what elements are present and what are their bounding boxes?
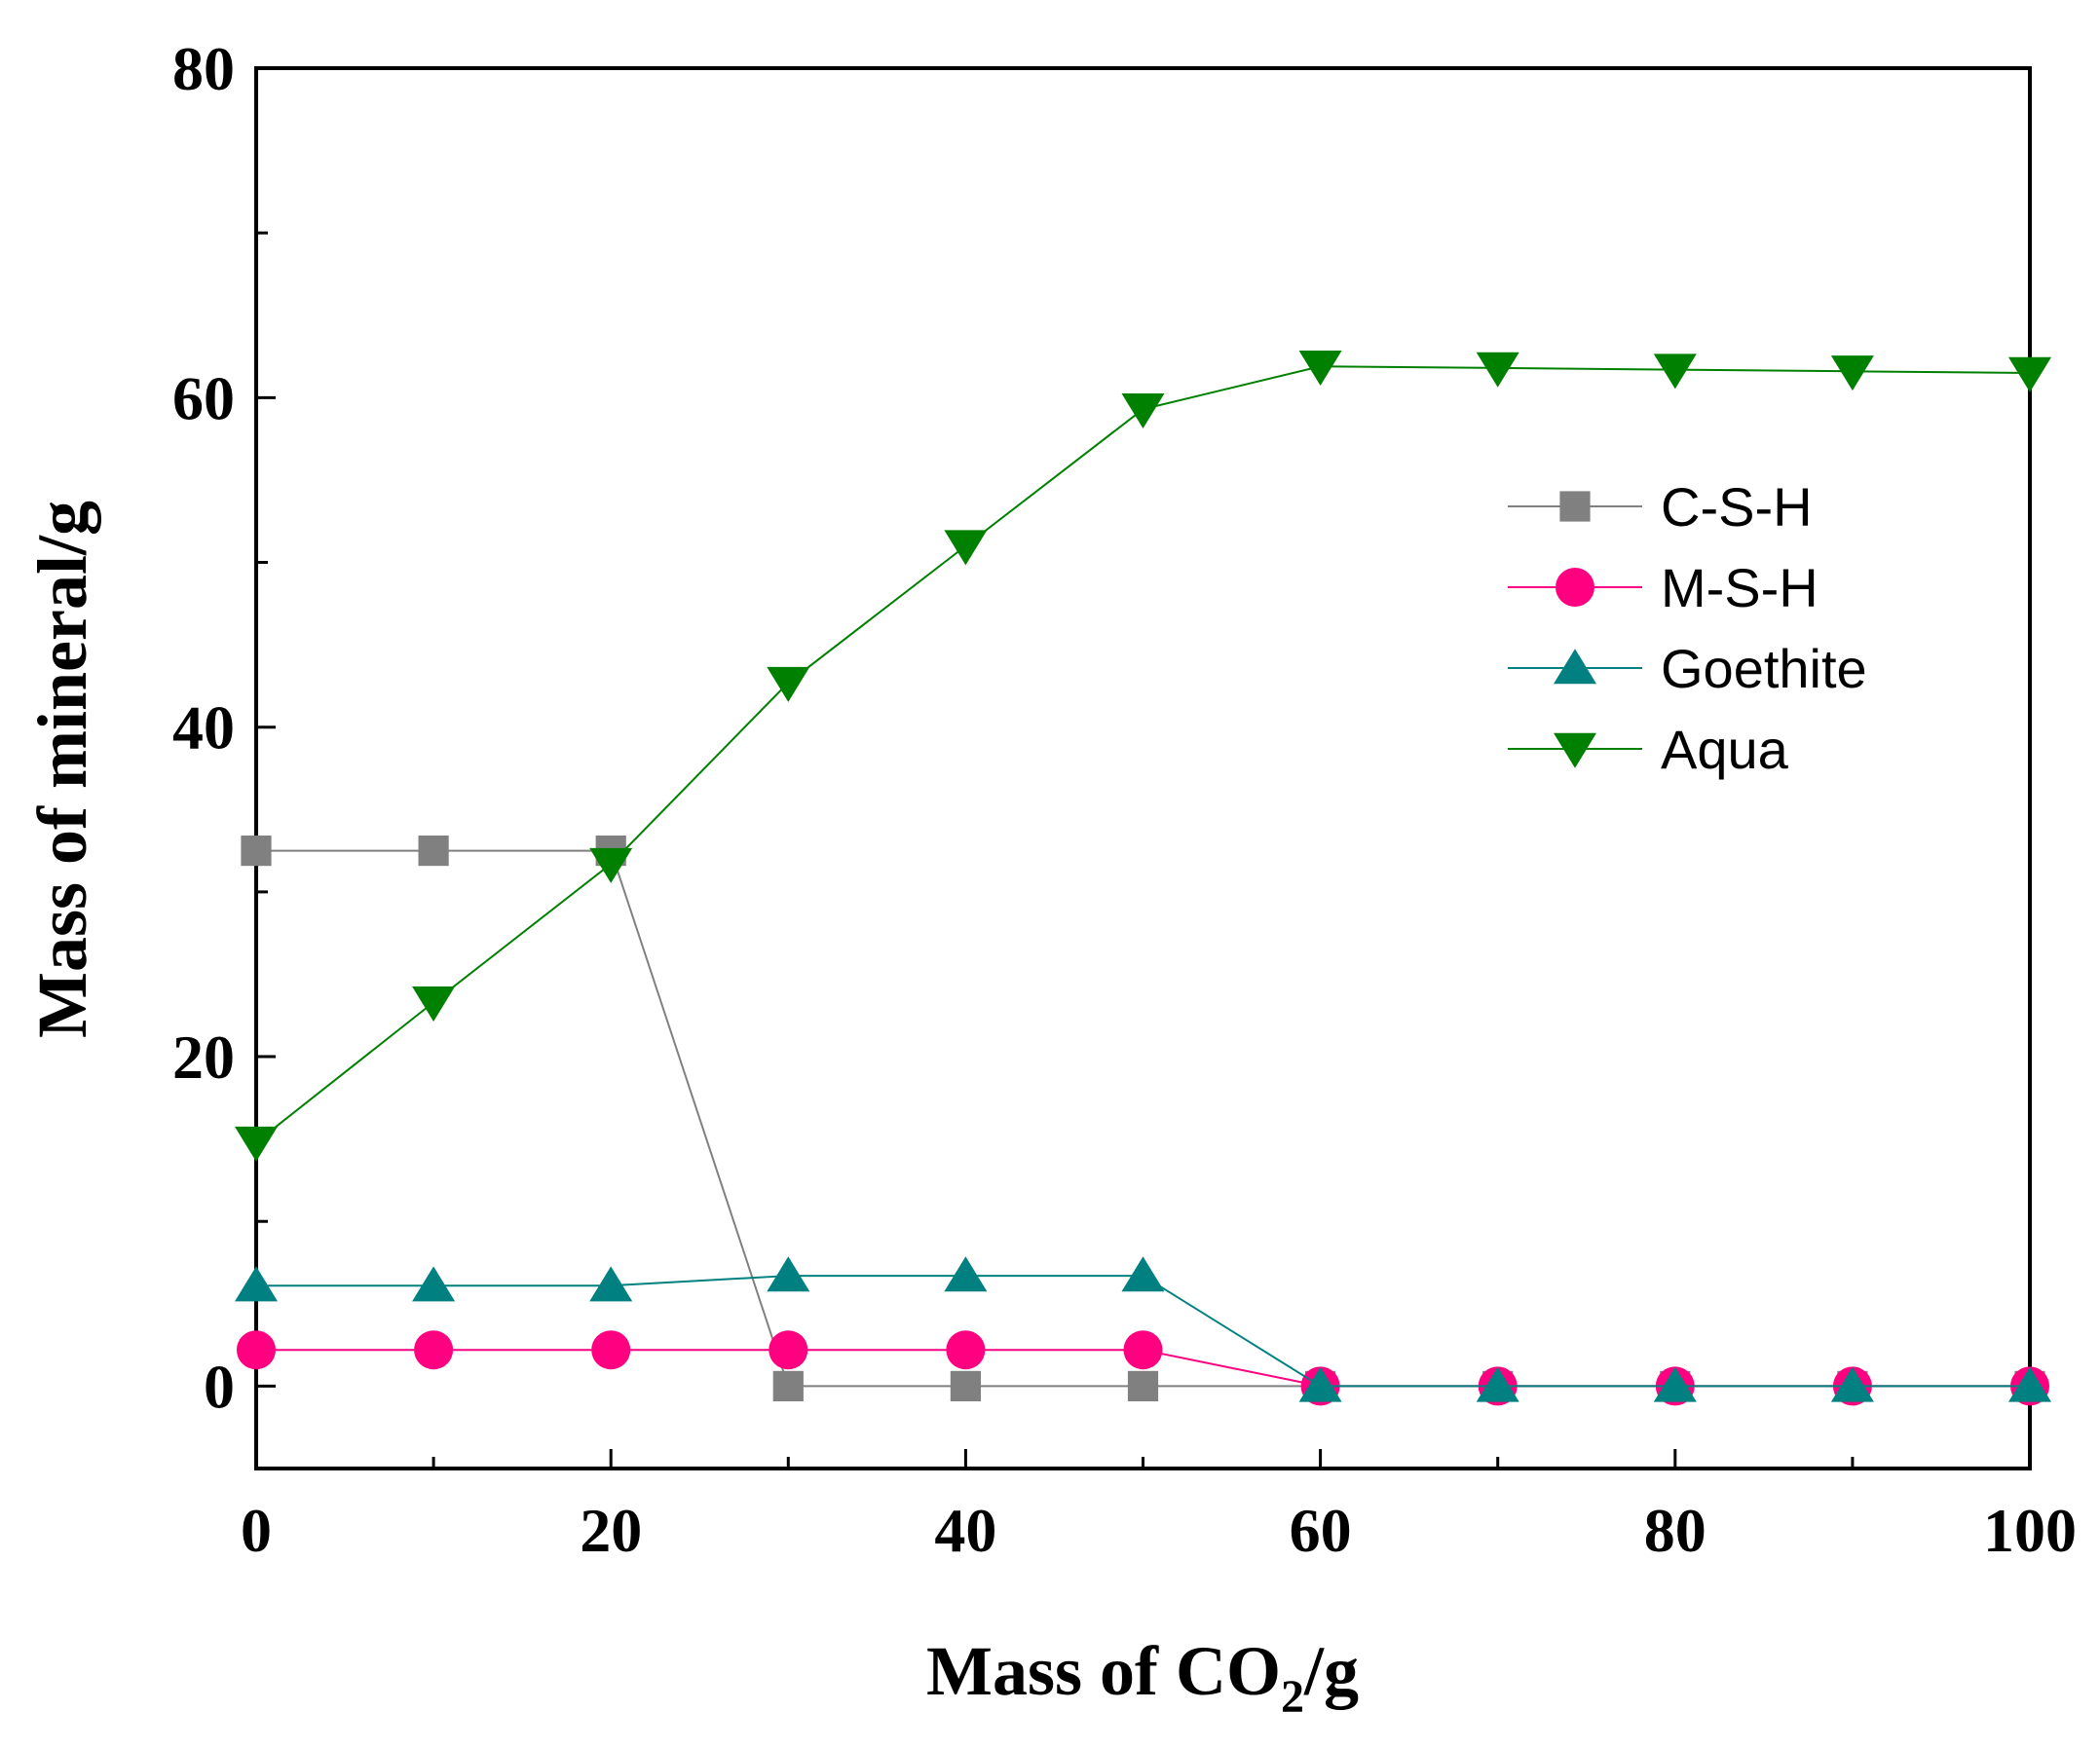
- y-tick-label: 40: [172, 693, 235, 762]
- y-tick-label: 60: [172, 363, 235, 432]
- series-line: [256, 849, 2030, 1388]
- data-point: [2008, 1366, 2051, 1402]
- data-point: [1121, 1256, 1165, 1292]
- x-tick-label: 80: [1644, 1496, 1706, 1565]
- legend-label: Aqua: [1661, 719, 1789, 780]
- data-point: [767, 666, 810, 702]
- data-point: [241, 835, 272, 867]
- legend-label: Goethite: [1661, 638, 1867, 699]
- data-point: [418, 835, 449, 867]
- x-tick-label: 20: [580, 1496, 642, 1565]
- legend: C-S-H M-S-H Goethite Aqua: [1508, 476, 1867, 780]
- data-point: [950, 1370, 981, 1402]
- data-point: [1121, 392, 1165, 428]
- x-tick-label: 40: [934, 1496, 996, 1565]
- y-tick-label: 80: [172, 34, 235, 103]
- y-tick-label: 0: [204, 1352, 235, 1421]
- data-point: [1830, 1366, 1874, 1402]
- y-tick-label: 20: [172, 1023, 235, 1092]
- data-point: [1653, 1366, 1697, 1402]
- data-point: [767, 1256, 810, 1292]
- legend-item: M-S-H: [1508, 557, 1819, 618]
- data-point: [1653, 353, 1697, 390]
- x-tick-label: 0: [241, 1496, 272, 1565]
- legend-item: Goethite: [1508, 638, 1867, 699]
- legend-marker: [1554, 732, 1596, 768]
- legend-label: C-S-H: [1661, 476, 1813, 538]
- series-aqua: [235, 351, 2051, 1162]
- data-point: [412, 986, 456, 1023]
- series-c-s-h: [241, 835, 2045, 1402]
- x-axis-title-suffix: /g: [1303, 1632, 1359, 1710]
- y-axis-title: Mass of mineral/g: [23, 501, 101, 1038]
- series-group: [235, 351, 2051, 1406]
- data-point: [414, 1330, 454, 1370]
- data-point: [1123, 1330, 1163, 1370]
- legend-marker: [1559, 491, 1591, 522]
- data-point: [769, 1330, 808, 1370]
- x-tick-label: 60: [1290, 1496, 1352, 1565]
- legend-label: M-S-H: [1661, 557, 1819, 618]
- data-point: [1476, 352, 1519, 388]
- data-point: [235, 1126, 278, 1162]
- data-point: [2008, 356, 2051, 392]
- data-point: [237, 1330, 276, 1370]
- legend-marker: [1556, 568, 1594, 607]
- data-point: [1127, 1370, 1159, 1402]
- data-point: [944, 1256, 988, 1292]
- legend-item: C-S-H: [1508, 476, 1813, 538]
- series-goethite: [235, 1256, 2051, 1402]
- legend-item: Aqua: [1508, 719, 1789, 780]
- data-point: [1298, 351, 1342, 387]
- x-axis-title: Mass of CO2/g: [926, 1632, 1359, 1723]
- x-axis-ticks: 0 20 40 60 80 100: [241, 1449, 2077, 1565]
- data-point: [589, 847, 633, 883]
- data-point: [412, 1266, 456, 1302]
- data-point: [589, 1266, 633, 1302]
- data-point: [1298, 1366, 1342, 1402]
- x-axis-title-subscript: 2: [1281, 1671, 1304, 1723]
- data-point: [591, 1330, 631, 1370]
- x-tick-label: 100: [1983, 1496, 2077, 1565]
- data-point: [235, 1266, 278, 1302]
- data-point: [772, 1370, 804, 1402]
- data-point: [944, 530, 988, 566]
- data-point: [946, 1330, 986, 1370]
- data-point: [1476, 1366, 1519, 1402]
- data-point: [1830, 355, 1874, 391]
- x-axis-title-prefix: Mass of CO: [926, 1632, 1281, 1710]
- y-axis-ticks: 0 20 40 60 80: [172, 34, 276, 1421]
- legend-marker: [1554, 649, 1596, 685]
